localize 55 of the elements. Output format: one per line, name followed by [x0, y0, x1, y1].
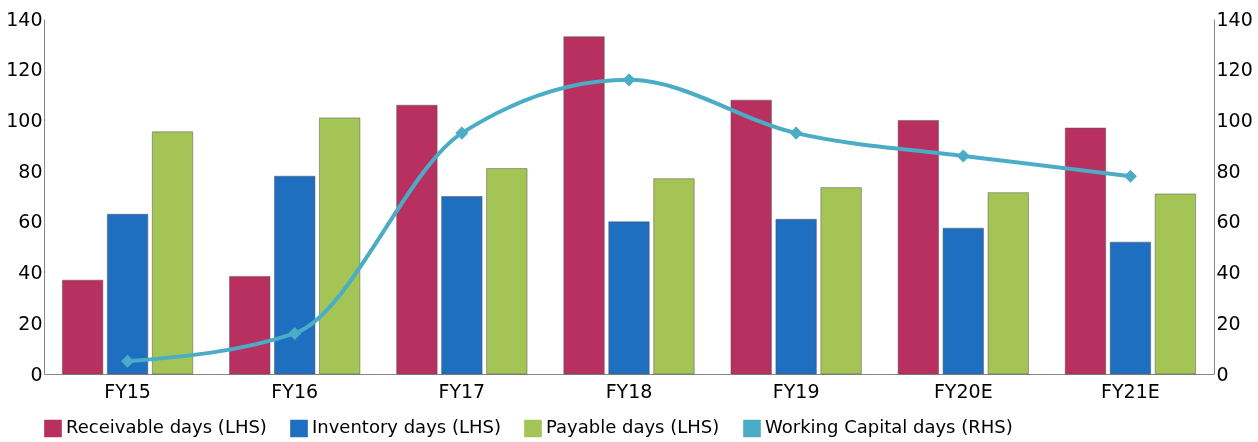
bar [987, 192, 1029, 375]
bar [775, 219, 817, 375]
bar [1109, 241, 1151, 375]
bar [820, 187, 862, 375]
legend-label: Payable days (LHS) [546, 416, 720, 438]
x-tick-label: FY17 [438, 379, 486, 402]
point [956, 149, 970, 163]
legend-label: Receivable days (LHS) [66, 416, 267, 438]
y-tick-label: 80 [18, 159, 43, 182]
y2-tick-label: 40 [1216, 261, 1241, 284]
bar [563, 36, 605, 375]
point [789, 126, 803, 140]
bar [107, 214, 149, 375]
y-tick-label: 0 [30, 362, 43, 385]
bar [1064, 127, 1106, 375]
bar [396, 104, 438, 375]
y-tick-label: 120 [6, 58, 43, 81]
x-tick-label: FY16 [271, 379, 319, 402]
bar [152, 131, 194, 375]
bar [730, 99, 772, 375]
y2-tick-label: 20 [1216, 311, 1241, 334]
y2-tick-label: 120 [1216, 58, 1253, 81]
y2-tick-label: 60 [1216, 210, 1241, 233]
bar [942, 227, 984, 375]
y-tick-label: 100 [6, 108, 43, 131]
bar [608, 221, 650, 375]
x-tick-label: FY15 [104, 379, 151, 402]
bar [274, 175, 316, 375]
x-tick-label: FY19 [772, 379, 820, 402]
y-tick-label: 140 [6, 7, 43, 30]
x-tick-label: FY21E [1101, 379, 1160, 402]
bar [229, 276, 271, 375]
point [455, 126, 469, 140]
y2-tick-label: 100 [1216, 108, 1253, 131]
y-tick-label: 60 [18, 210, 43, 233]
point [121, 354, 135, 368]
bar [1154, 193, 1196, 375]
bar [897, 120, 939, 375]
legend-label: Working Capital days (RHS) [765, 416, 1013, 438]
bar [653, 178, 695, 375]
x-tick-label: FY20E [933, 379, 993, 402]
legend-label: Inventory days (LHS) [312, 416, 501, 438]
bar [62, 279, 104, 375]
point [622, 73, 636, 87]
y2-tick-label: 80 [1216, 159, 1241, 182]
y-tick-label: 40 [18, 261, 43, 284]
point [288, 326, 302, 340]
y2-tick-label: 140 [1216, 7, 1253, 30]
bar [319, 117, 361, 375]
bar [486, 168, 528, 375]
y2-tick-label: 0 [1216, 362, 1229, 385]
bar [441, 196, 483, 375]
point [1123, 169, 1137, 183]
x-tick-label: FY18 [605, 379, 653, 402]
y-tick-label: 20 [18, 311, 43, 334]
